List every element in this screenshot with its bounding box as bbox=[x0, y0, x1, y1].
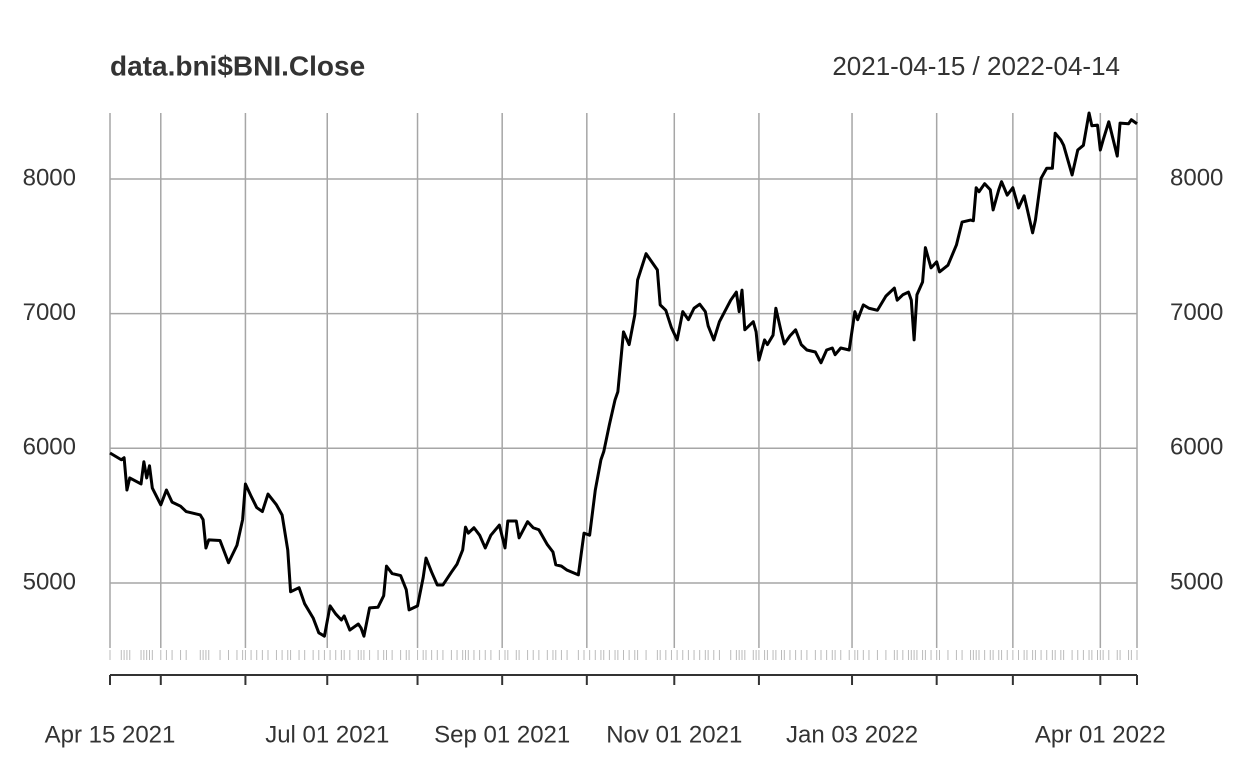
y-tick-label: 7000 bbox=[23, 299, 76, 326]
x-tick-label: Apr 15 2021 bbox=[45, 721, 176, 748]
y-tick-label-right: 6000 bbox=[1170, 434, 1223, 461]
x-tick-label: Sep 01 2021 bbox=[434, 721, 570, 748]
x-tick-label: Apr 01 2022 bbox=[1035, 721, 1166, 748]
price-line bbox=[109, 111, 1138, 638]
y-tick-label-right: 8000 bbox=[1170, 164, 1223, 191]
x-tick-label: Nov 01 2021 bbox=[606, 721, 742, 748]
date-range: 2021-04-15 / 2022-04-14 bbox=[832, 51, 1120, 81]
x-tick-label: Jul 01 2021 bbox=[265, 721, 389, 748]
x-tick-label: Jan 03 2022 bbox=[786, 721, 918, 748]
y-tick-label-right: 5000 bbox=[1170, 568, 1223, 595]
y-tick-label-right: 7000 bbox=[1170, 299, 1223, 326]
chart-title: data.bni$BNI.Close bbox=[110, 50, 365, 81]
y-tick-label: 6000 bbox=[23, 434, 76, 461]
y-tick-label: 8000 bbox=[23, 164, 76, 191]
y-tick-label: 5000 bbox=[23, 568, 76, 595]
